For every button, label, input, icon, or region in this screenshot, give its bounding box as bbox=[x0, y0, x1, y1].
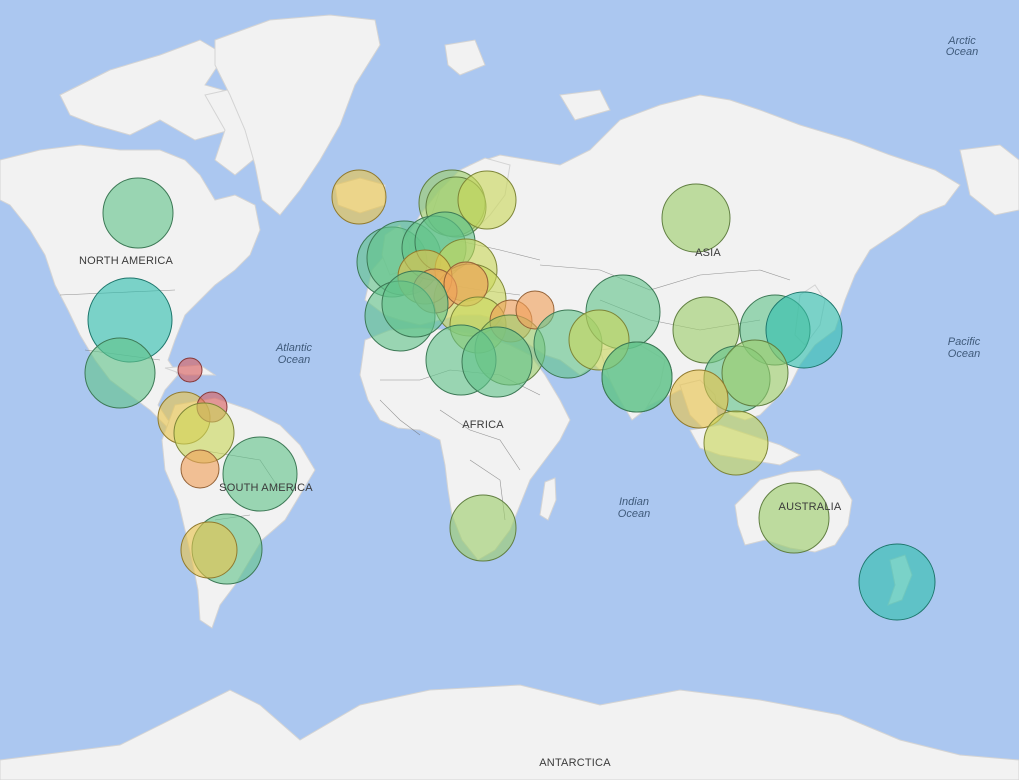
bubble-vietnam[interactable] bbox=[721, 339, 789, 407]
bubble-finland[interactable] bbox=[457, 170, 517, 230]
label-asia: ASIA bbox=[695, 247, 721, 259]
landmasses bbox=[0, 14, 1019, 780]
label-north-america: NORTH AMERICA bbox=[79, 255, 174, 267]
bubble-egypt[interactable] bbox=[461, 326, 533, 398]
label-africa: AFRICA bbox=[462, 419, 504, 431]
label-arctic-1: Arctic bbox=[947, 35, 976, 47]
bubble-china[interactable] bbox=[672, 296, 740, 364]
label-pacific-2: Ocean bbox=[948, 348, 980, 360]
label-australia: AUSTRALIA bbox=[779, 501, 842, 513]
label-atlantic-2: Ocean bbox=[278, 354, 310, 366]
label-south-america: SOUTH AMERICA bbox=[219, 482, 313, 494]
land-arctic-islands bbox=[59, 39, 241, 141]
bubble-iceland[interactable] bbox=[331, 169, 387, 225]
ocean-labels: Arctic Ocean Atlantic Ocean Pacific Ocea… bbox=[275, 35, 981, 520]
bubble-indonesia[interactable] bbox=[703, 410, 769, 476]
bubble-ecuador[interactable] bbox=[180, 449, 220, 489]
bubble-mexico[interactable] bbox=[84, 337, 156, 409]
continent-labels: NORTH AMERICA SOUTH AMERICA AFRICA ASIA … bbox=[79, 247, 842, 769]
bubble-brazil[interactable] bbox=[222, 436, 298, 512]
label-pacific-1: Pacific bbox=[948, 336, 981, 348]
bubble-india[interactable] bbox=[601, 341, 673, 413]
bubble-cuba[interactable] bbox=[177, 357, 203, 383]
bubble-south-africa[interactable] bbox=[449, 494, 517, 562]
land-siberia-islands bbox=[559, 89, 611, 121]
label-indian-2: Ocean bbox=[618, 508, 650, 520]
label-arctic-2: Ocean bbox=[946, 46, 978, 58]
bubble-thailand[interactable] bbox=[669, 369, 729, 429]
bubble-canada[interactable] bbox=[102, 177, 174, 249]
bubble-russia[interactable] bbox=[661, 183, 731, 253]
bubble-spain[interactable] bbox=[381, 270, 449, 338]
label-indian-1: Indian bbox=[619, 496, 649, 508]
land-svalbard bbox=[444, 39, 486, 76]
bubble-japan[interactable] bbox=[765, 291, 843, 369]
land-madagascar bbox=[539, 477, 557, 521]
label-antarctica: ANTARCTICA bbox=[539, 757, 611, 769]
label-atlantic-1: Atlantic bbox=[275, 342, 313, 354]
bubble-chile[interactable] bbox=[180, 521, 238, 579]
land-greenland bbox=[214, 14, 381, 216]
land-far-east bbox=[959, 144, 1019, 216]
bubble-layer[interactable] bbox=[84, 169, 936, 621]
bubble-new-zealand[interactable] bbox=[858, 543, 936, 621]
land-antarctica bbox=[0, 684, 1019, 780]
bubble-australia[interactable] bbox=[758, 482, 830, 554]
